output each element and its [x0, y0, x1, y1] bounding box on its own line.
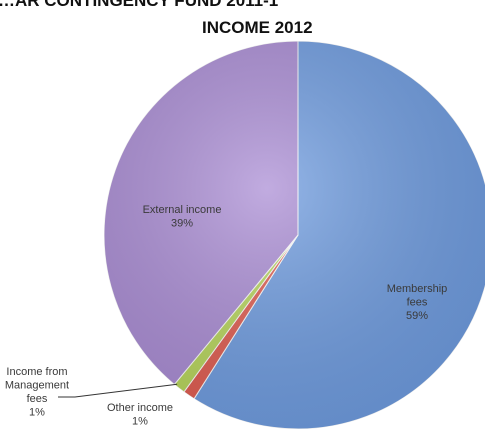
- chart-title-line-1: …AR CONTINGENCY FUND 2011-1: [0, 0, 279, 10]
- slice-label-external-income: External income 39%: [143, 204, 222, 230]
- slice-label-income-from-management-fees: Income from Management fees 1%: [5, 366, 69, 419]
- chart-title-line-2: INCOME 2012: [202, 18, 313, 37]
- slice-label-other-income: Other income 1%: [107, 402, 173, 428]
- leader-line-management-fees: [58, 383, 178, 398]
- slice-label-membership-fees: Membership fees 59%: [387, 283, 448, 322]
